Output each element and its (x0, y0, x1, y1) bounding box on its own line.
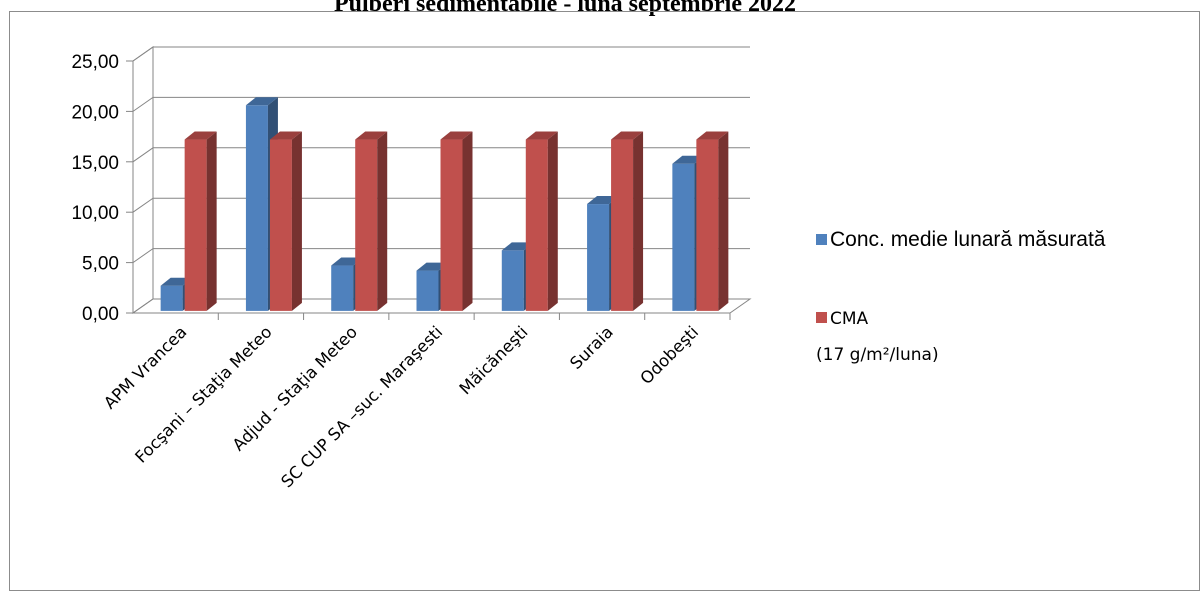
bar-top (355, 131, 388, 140)
x-tick-label: SC CUP SA –suc. Maraşesti (277, 322, 446, 491)
bar-front (416, 270, 439, 311)
bar-top (440, 131, 473, 140)
gridline (132, 96, 750, 112)
y-tick-label: 0,00 (82, 304, 119, 325)
legend-label-detail: (17 g/m²/luna) (816, 345, 939, 365)
bar-front (245, 105, 268, 311)
bar-front (696, 139, 719, 311)
bar-front (525, 139, 548, 311)
bar-side (377, 131, 388, 311)
bar-front (587, 204, 610, 311)
bar-side (206, 131, 217, 311)
x-tick-label: Măicăneşti (456, 322, 532, 398)
bar-top (611, 131, 644, 140)
bar-front (611, 139, 634, 311)
side-wall (132, 46, 154, 314)
x-tick-label: Focşani – Staţia Meteo (131, 322, 275, 466)
bar-front (355, 139, 378, 311)
bar-front (160, 285, 183, 311)
y-tick-label: 25,00 (71, 52, 119, 73)
bar-front (501, 250, 524, 311)
bar-front (672, 163, 695, 311)
legend-swatch (816, 312, 827, 323)
chart-title: Pulberi sedimentabile - luna septembrie … (334, 0, 796, 17)
bar-side (633, 131, 644, 311)
legend-label: CMA (830, 309, 869, 329)
bar-side (718, 131, 729, 311)
legend-swatch (816, 234, 827, 245)
y-tick-label: 15,00 (71, 153, 119, 174)
bar-front (440, 139, 463, 311)
y-tick-label: 5,00 (82, 254, 119, 275)
legend-label: Conc. medie lunară măsurată (830, 228, 1106, 251)
bar-side (291, 131, 302, 311)
bar-side (462, 131, 473, 311)
bar-side (547, 131, 558, 311)
bar-top (184, 131, 217, 140)
x-tick-label: Odobeşti (637, 322, 703, 388)
bar-top (269, 131, 302, 140)
bar-top (525, 131, 558, 140)
y-tick-label: 20,00 (71, 102, 119, 123)
bar-top (696, 131, 729, 140)
bar-front (269, 139, 292, 311)
y-tick-label: 10,00 (71, 203, 119, 224)
gridline (132, 46, 750, 62)
bar-front (184, 139, 207, 311)
chart-svg: 0,00 5,00 10,00 15,00 20,00 25,00 APM VranceaF… (71, 46, 1106, 491)
x-tick-label: APM Vrancea (100, 322, 190, 412)
bar-front (331, 265, 354, 311)
x-tick-label: Suraia (566, 322, 617, 373)
bar-top (245, 97, 278, 106)
